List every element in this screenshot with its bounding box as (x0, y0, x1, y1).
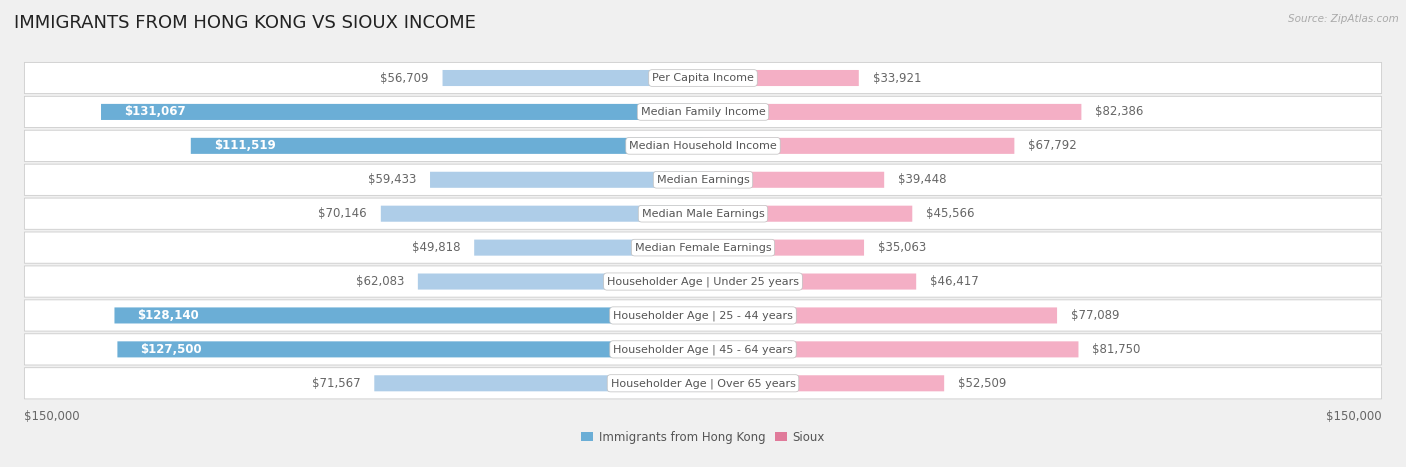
FancyBboxPatch shape (101, 104, 703, 120)
Text: Median Male Earnings: Median Male Earnings (641, 209, 765, 219)
FancyBboxPatch shape (703, 104, 1081, 120)
FancyBboxPatch shape (703, 240, 865, 255)
FancyBboxPatch shape (430, 172, 703, 188)
Text: Median Household Income: Median Household Income (628, 141, 778, 151)
FancyBboxPatch shape (114, 307, 703, 324)
FancyBboxPatch shape (474, 240, 703, 255)
Text: $77,089: $77,089 (1071, 309, 1119, 322)
Text: Householder Age | 25 - 44 years: Householder Age | 25 - 44 years (613, 310, 793, 321)
Text: Median Earnings: Median Earnings (657, 175, 749, 185)
FancyBboxPatch shape (24, 368, 1382, 399)
FancyBboxPatch shape (703, 274, 917, 290)
FancyBboxPatch shape (374, 375, 703, 391)
Text: $70,146: $70,146 (318, 207, 367, 220)
Text: IMMIGRANTS FROM HONG KONG VS SIOUX INCOME: IMMIGRANTS FROM HONG KONG VS SIOUX INCOM… (14, 14, 477, 32)
Text: $39,448: $39,448 (898, 173, 946, 186)
FancyBboxPatch shape (703, 307, 1057, 324)
FancyBboxPatch shape (24, 266, 1382, 297)
FancyBboxPatch shape (418, 274, 703, 290)
Text: $59,433: $59,433 (368, 173, 416, 186)
FancyBboxPatch shape (381, 205, 703, 222)
FancyBboxPatch shape (191, 138, 703, 154)
FancyBboxPatch shape (24, 96, 1382, 127)
FancyBboxPatch shape (24, 232, 1382, 263)
Text: Median Female Earnings: Median Female Earnings (634, 243, 772, 253)
Text: $71,567: $71,567 (312, 377, 360, 390)
FancyBboxPatch shape (24, 130, 1382, 162)
FancyBboxPatch shape (703, 172, 884, 188)
FancyBboxPatch shape (24, 300, 1382, 331)
FancyBboxPatch shape (703, 70, 859, 86)
Text: Householder Age | Under 25 years: Householder Age | Under 25 years (607, 276, 799, 287)
FancyBboxPatch shape (703, 138, 1014, 154)
FancyBboxPatch shape (703, 375, 945, 391)
Text: $82,386: $82,386 (1095, 106, 1143, 119)
Text: Source: ZipAtlas.com: Source: ZipAtlas.com (1288, 14, 1399, 24)
Text: $128,140: $128,140 (138, 309, 200, 322)
Text: Householder Age | Over 65 years: Householder Age | Over 65 years (610, 378, 796, 389)
Text: $150,000: $150,000 (24, 410, 80, 423)
Text: $56,709: $56,709 (380, 71, 429, 85)
Text: $67,792: $67,792 (1028, 139, 1077, 152)
FancyBboxPatch shape (24, 198, 1382, 229)
Text: Median Family Income: Median Family Income (641, 107, 765, 117)
Text: $52,509: $52,509 (957, 377, 1007, 390)
Text: $111,519: $111,519 (214, 139, 276, 152)
Text: $127,500: $127,500 (141, 343, 202, 356)
FancyBboxPatch shape (443, 70, 703, 86)
FancyBboxPatch shape (24, 63, 1382, 93)
Text: $33,921: $33,921 (873, 71, 921, 85)
Text: $150,000: $150,000 (1326, 410, 1382, 423)
Text: $46,417: $46,417 (929, 275, 979, 288)
FancyBboxPatch shape (703, 341, 1078, 357)
FancyBboxPatch shape (24, 164, 1382, 195)
FancyBboxPatch shape (24, 334, 1382, 365)
Text: $62,083: $62,083 (356, 275, 404, 288)
FancyBboxPatch shape (703, 205, 912, 222)
Text: Householder Age | 45 - 64 years: Householder Age | 45 - 64 years (613, 344, 793, 354)
Text: $45,566: $45,566 (927, 207, 974, 220)
FancyBboxPatch shape (118, 341, 703, 357)
Text: Per Capita Income: Per Capita Income (652, 73, 754, 83)
Text: $131,067: $131,067 (124, 106, 186, 119)
Text: $35,063: $35,063 (877, 241, 927, 254)
Legend: Immigrants from Hong Kong, Sioux: Immigrants from Hong Kong, Sioux (581, 431, 825, 444)
Text: $49,818: $49,818 (412, 241, 460, 254)
Text: $81,750: $81,750 (1092, 343, 1140, 356)
